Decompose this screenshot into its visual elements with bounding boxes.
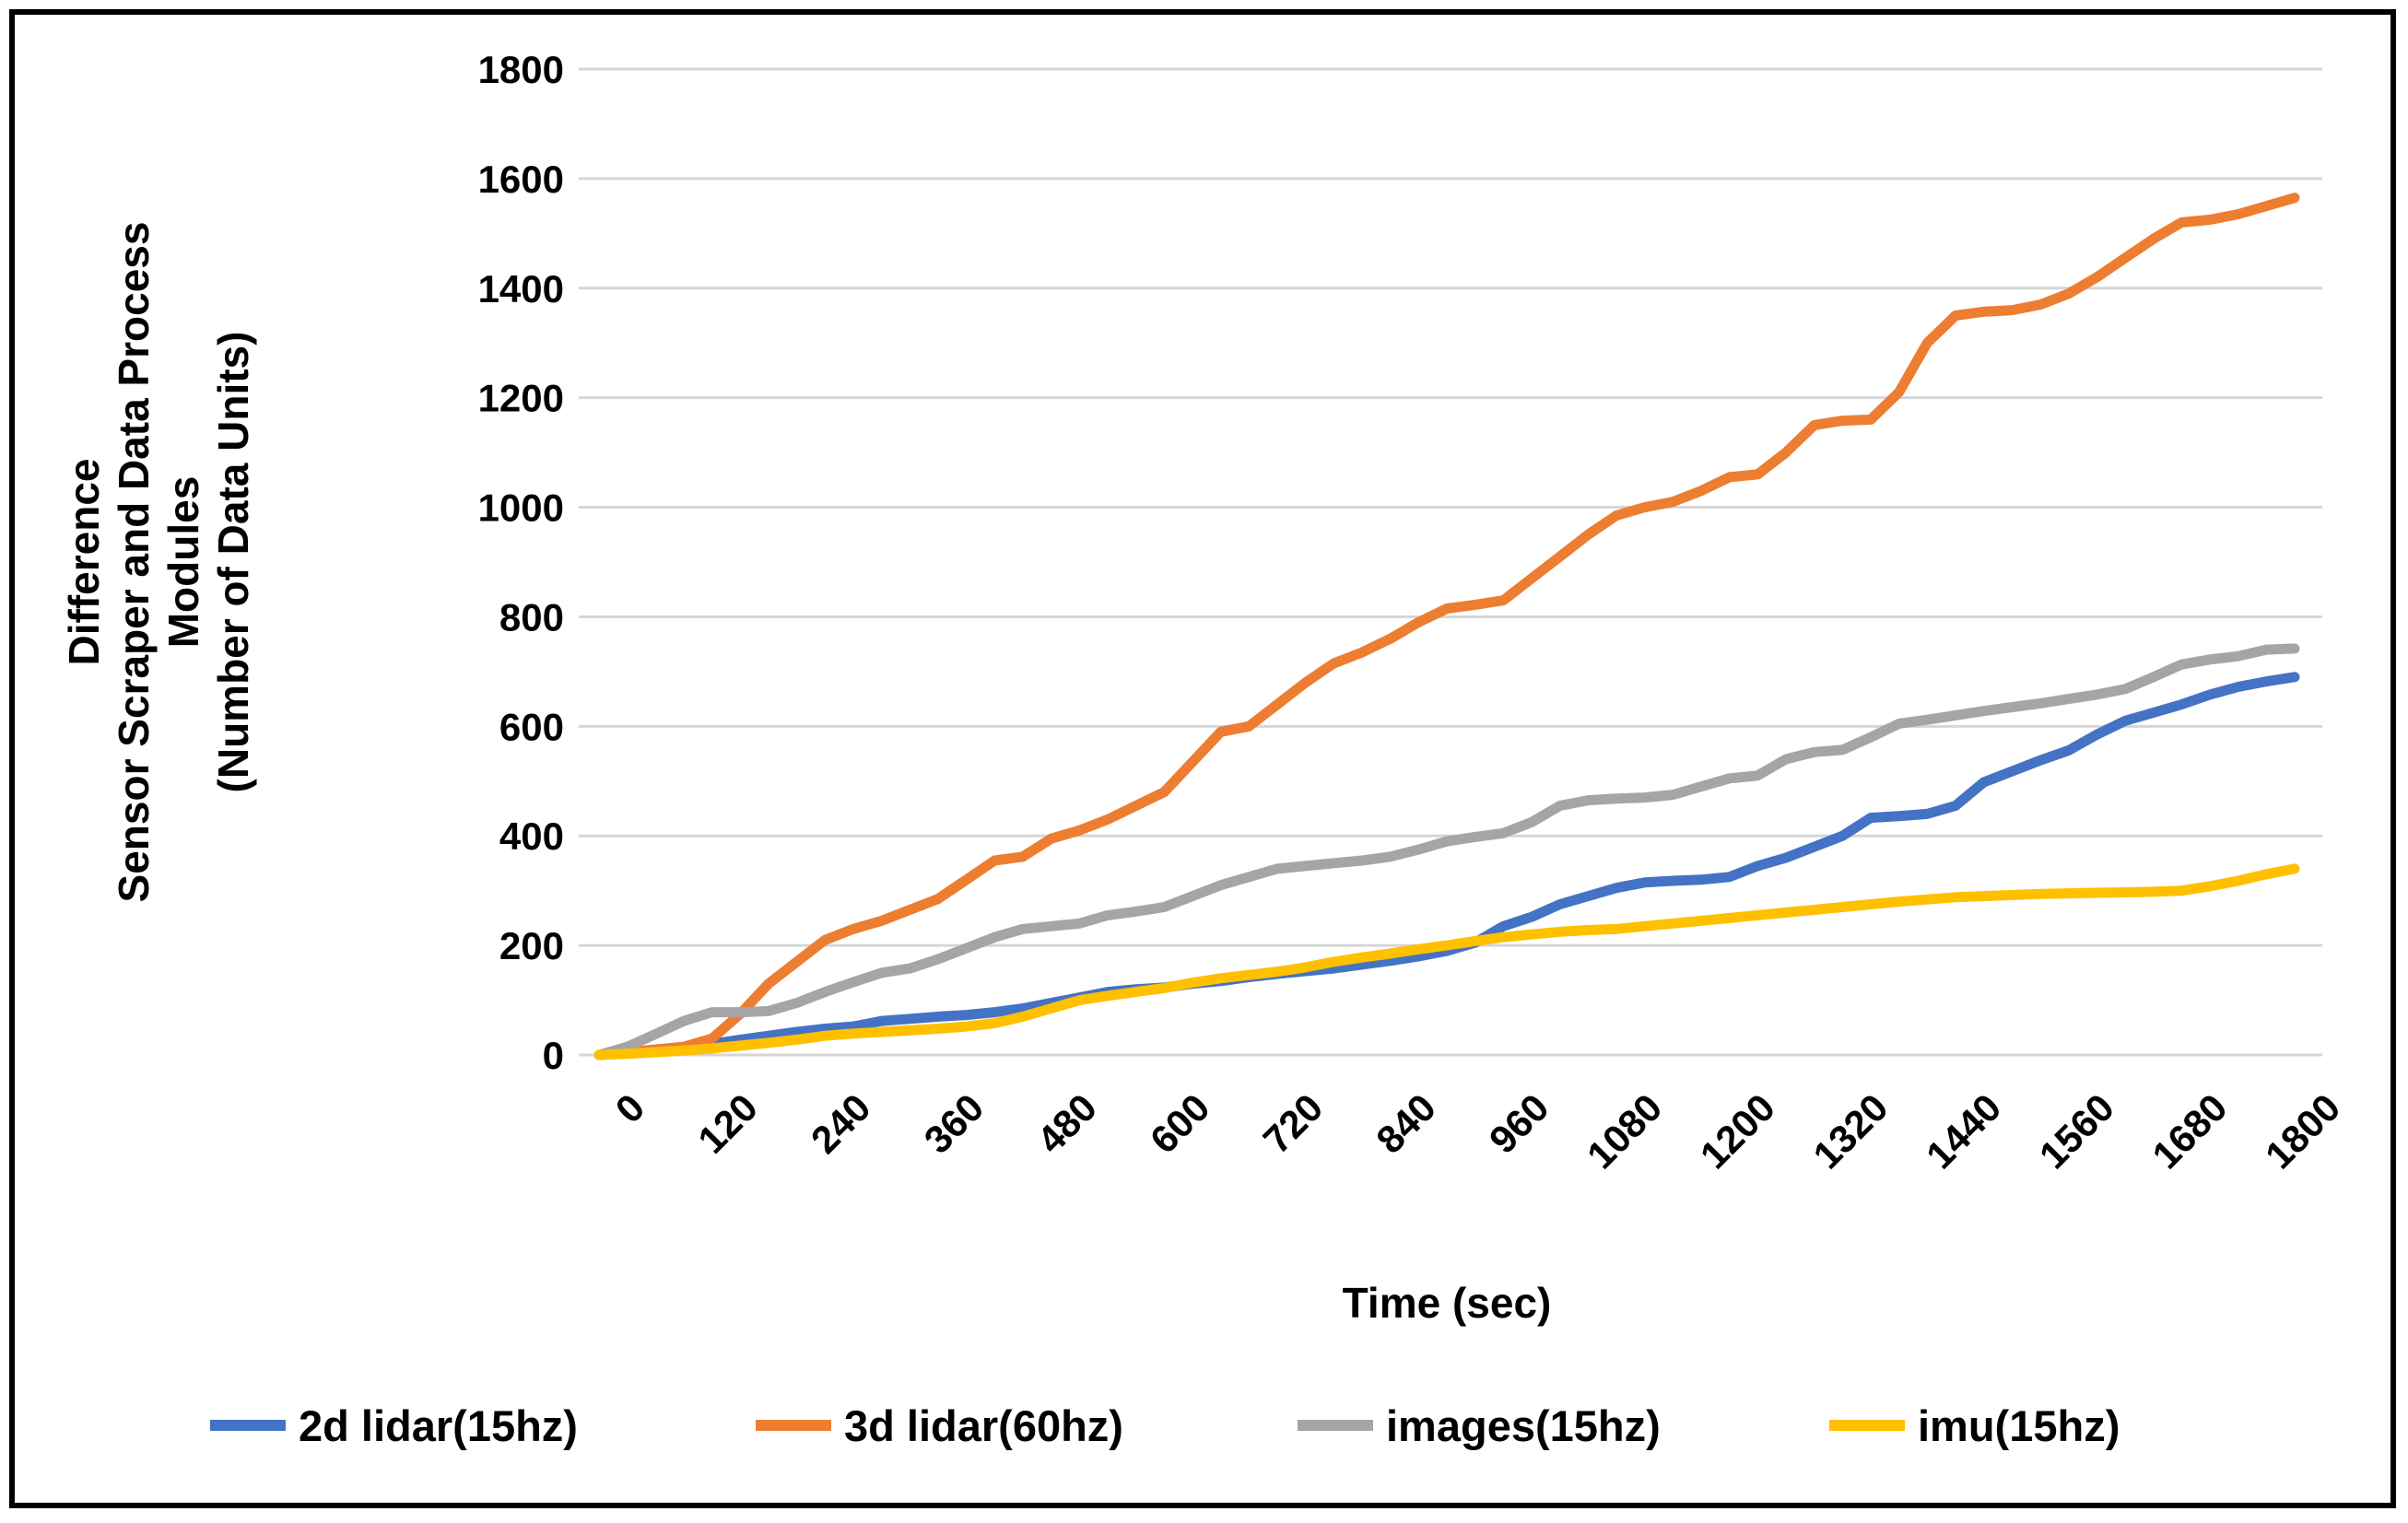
x-tick-label-1080: 1080 (1579, 1085, 1670, 1177)
series-line-3d-lidar-60hz- (593, 193, 2300, 1060)
y-tick-label-1000: 1000 (478, 486, 564, 530)
series-line-imu-15hz- (593, 863, 2300, 1060)
series-line-images-15hz- (593, 643, 2300, 1060)
x-tick-label-1200: 1200 (1692, 1085, 1783, 1177)
y-tick-label-0: 0 (543, 1034, 564, 1077)
x-tick-label-1440: 1440 (1918, 1085, 2009, 1177)
y-axis-title-line-2: Sensor Scraper and Data Process (110, 222, 158, 903)
x-axis-title: Time (sec) (1343, 1279, 1552, 1327)
y-tick-label-400: 400 (499, 814, 564, 858)
x-tick-label-840: 840 (1368, 1085, 1444, 1162)
x-tick-label-720: 720 (1255, 1085, 1332, 1162)
x-tick-label-0: 0 (607, 1085, 653, 1131)
y-tick-label-200: 200 (499, 924, 564, 967)
y-axis-title-line-1: Difference (60, 459, 108, 666)
x-tick-label-1320: 1320 (1804, 1085, 1896, 1177)
y-tick-label-1800: 1800 (478, 48, 564, 91)
legend-item-imu-15hz-: imu(15hz) (1829, 1401, 2120, 1450)
series-lines (593, 193, 2300, 1060)
x-tick-label-240: 240 (803, 1085, 879, 1162)
y-axis-title: Difference Sensor Scraper and Data Proces… (60, 222, 257, 903)
legend-label: images(15hz) (1386, 1401, 1661, 1450)
series-line-2d-lidar-15hz- (593, 672, 2300, 1060)
y-tick-label-1600: 1600 (478, 158, 564, 201)
legend-item-3d-lidar-60hz-: 3d lidar(60hz) (756, 1401, 1123, 1450)
y-tick-label-800: 800 (499, 595, 564, 638)
y-tick-label-1400: 1400 (478, 267, 564, 310)
x-tick-label-1680: 1680 (2144, 1085, 2235, 1177)
x-tick-label-1800: 1800 (2257, 1085, 2348, 1177)
x-tick-label-360: 360 (916, 1085, 993, 1162)
x-tick-label-120: 120 (689, 1085, 766, 1162)
legend-label: imu(15hz) (1918, 1401, 2120, 1450)
legend-item-images-15hz-: images(15hz) (1298, 1401, 1661, 1450)
x-tick-label-480: 480 (1028, 1085, 1105, 1162)
legend-item-2d-lidar-15hz-: 2d lidar(15hz) (210, 1401, 578, 1450)
x-tick-label-960: 960 (1481, 1085, 1557, 1162)
y-axis-title-line-3: Modules (159, 476, 207, 649)
y-axis-tick-labels: 0 200 400 600 800 1000 1200 1400 1600 1800 (478, 48, 564, 1077)
figure-border (9, 9, 2396, 1508)
x-axis-tick-labels: 0 120 240 360 480 600 720 840 960 1080 1200 1320 144… (607, 1085, 2349, 1177)
x-tick-label-600: 600 (1142, 1085, 1218, 1162)
gridlines (579, 67, 2322, 1057)
y-axis-title-line-4: (Number of Data Units) (209, 332, 257, 793)
y-tick-label-600: 600 (499, 705, 564, 748)
x-tick-label-1560: 1560 (2031, 1085, 2122, 1177)
legend-label: 3d lidar(60hz) (844, 1401, 1123, 1450)
legend-label: 2d lidar(15hz) (299, 1401, 578, 1450)
y-tick-label-1200: 1200 (478, 377, 564, 420)
legend: 2d lidar(15hz) 3d lidar(60hz) images(15hz)… (210, 1401, 2120, 1450)
